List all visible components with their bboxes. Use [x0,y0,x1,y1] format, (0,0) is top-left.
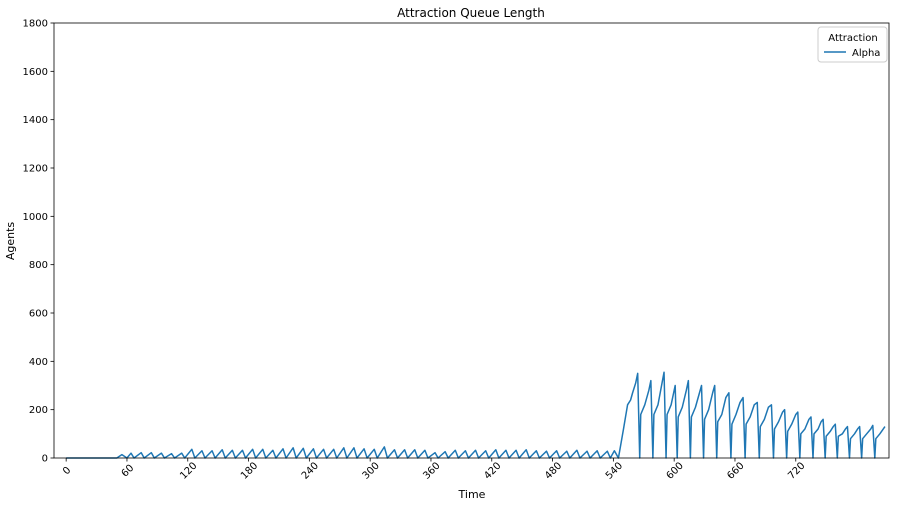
y-tick-label: 200 [29,405,48,416]
y-tick-label: 0 [42,454,48,465]
y-tick-label: 1000 [23,212,48,223]
y-tick-label: 600 [29,309,48,320]
legend-entry-alpha: Alpha [852,48,880,59]
chart-title: Attraction Queue Length [397,6,545,20]
legend-title: Attraction [828,33,877,44]
legend-box [817,26,888,63]
axes-frame [53,22,890,459]
y-tick-label: 1800 [23,19,48,30]
y-tick-label: 1600 [23,67,48,78]
x-axis-label: Time [458,488,486,501]
legend: Attraction Alpha [817,26,888,63]
series-line-alpha [66,371,886,459]
y-tick-label: 1200 [23,164,48,175]
y-tick-label: 1400 [23,115,48,126]
y-tick-label: 400 [29,357,48,368]
y-tick-label: 800 [29,260,48,271]
y-axis-label: Agents [4,222,17,261]
